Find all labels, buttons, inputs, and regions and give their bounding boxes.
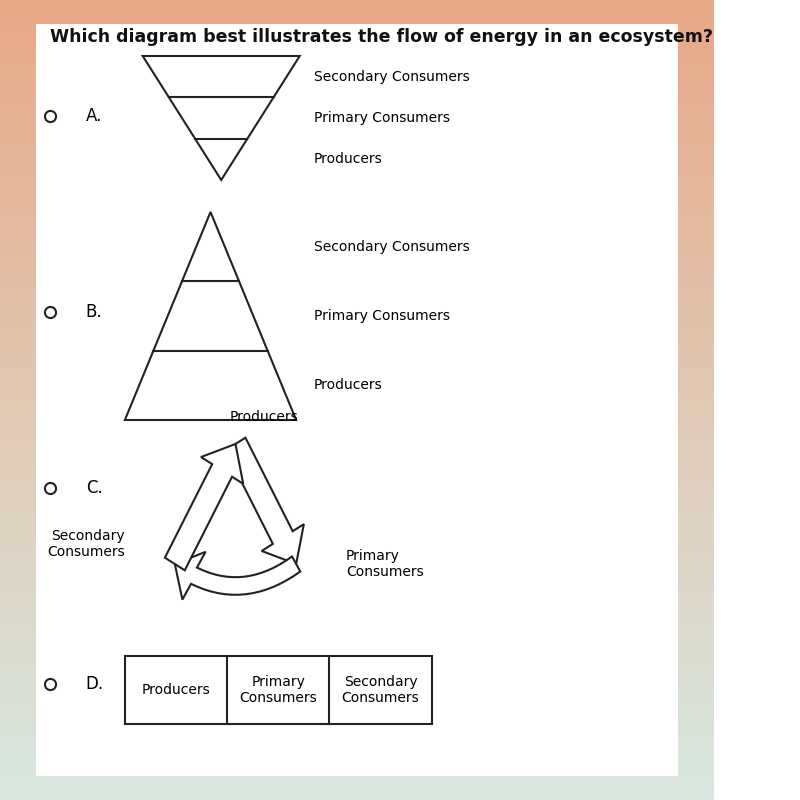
Text: D.: D.	[86, 675, 104, 693]
Text: Primary Consumers: Primary Consumers	[314, 111, 450, 125]
Text: A.: A.	[86, 107, 102, 125]
Text: Producers: Producers	[314, 152, 382, 166]
Text: Secondary Consumers: Secondary Consumers	[314, 240, 470, 254]
Text: Primary
Consumers: Primary Consumers	[239, 675, 317, 705]
Text: B.: B.	[86, 303, 102, 321]
Bar	[125, 656, 432, 724]
Polygon shape	[226, 438, 304, 564]
FancyBboxPatch shape	[36, 24, 678, 776]
Text: Producers: Producers	[314, 378, 382, 392]
Text: Secondary Consumers: Secondary Consumers	[314, 70, 470, 84]
Text: Secondary
Consumers: Secondary Consumers	[342, 675, 419, 705]
Polygon shape	[165, 444, 243, 570]
Text: Secondary
Consumers: Secondary Consumers	[47, 529, 125, 559]
Text: Producers: Producers	[230, 410, 298, 424]
Text: Which diagram best illustrates the flow of energy in an ecosystem?: Which diagram best illustrates the flow …	[50, 28, 713, 46]
Polygon shape	[175, 552, 300, 599]
Text: Producers: Producers	[142, 683, 210, 697]
Text: Primary Consumers: Primary Consumers	[314, 309, 450, 323]
Text: C.: C.	[86, 479, 102, 497]
Text: Primary
Consumers: Primary Consumers	[346, 549, 424, 579]
